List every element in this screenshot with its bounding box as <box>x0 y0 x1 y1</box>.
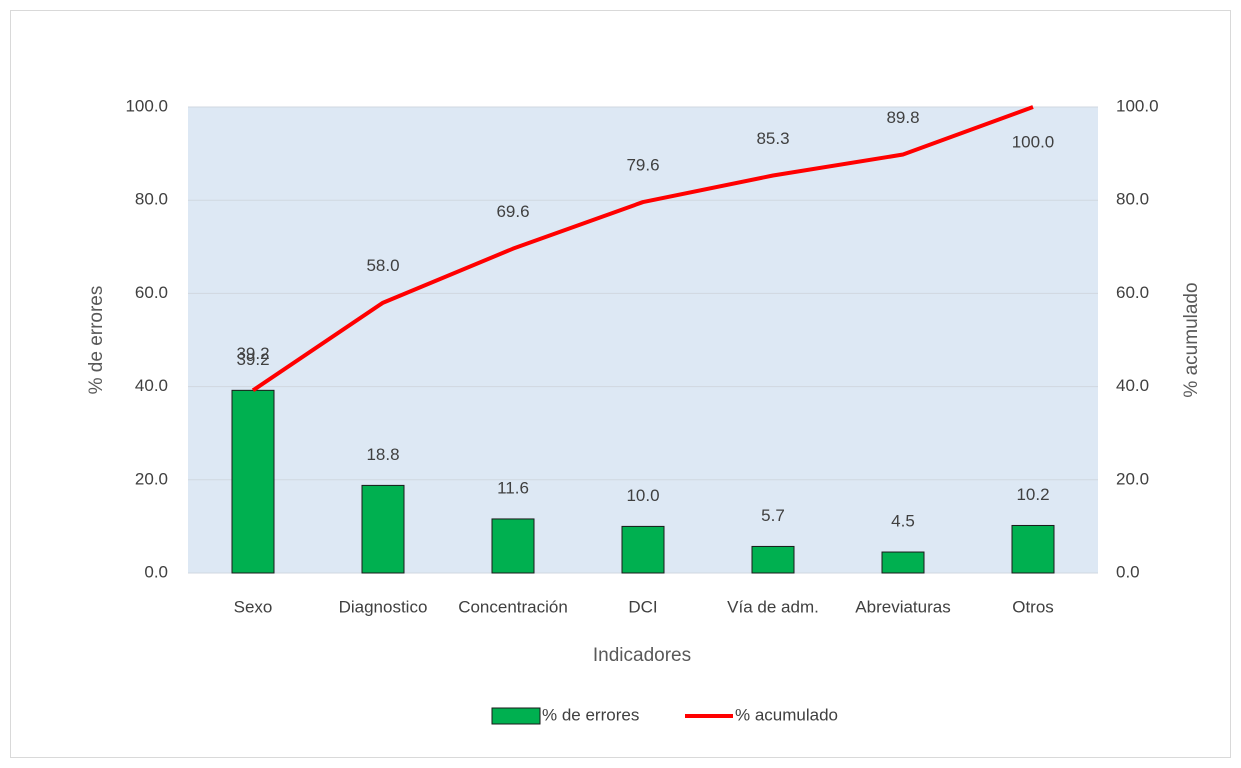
bar <box>751 545 795 574</box>
data-label: 69.6 <box>496 202 529 221</box>
data-label: 79.6 <box>626 156 659 175</box>
y2-tick-label: 60.0 <box>1116 283 1149 302</box>
data-label: 10.2 <box>1016 485 1049 504</box>
y2-axis-title: % acumulado <box>1181 282 1202 397</box>
x-tick-label: Diagnostico <box>339 597 428 616</box>
data-label: 18.8 <box>366 445 399 464</box>
bar <box>491 518 535 574</box>
y-tick-label: 0.0 <box>144 562 168 581</box>
bar <box>1011 524 1055 574</box>
x-tick-label: Otros <box>1012 597 1054 616</box>
bar <box>361 484 405 574</box>
data-label: 89.8 <box>886 108 919 127</box>
bar <box>621 525 665 574</box>
plot-area <box>188 107 1098 573</box>
x-tick-label: Vía de adm. <box>727 597 819 616</box>
data-label: 85.3 <box>756 129 789 148</box>
x-tick-label: Abreviaturas <box>855 597 950 616</box>
legend-label: % de errores <box>542 705 639 724</box>
data-label: 39.2 <box>236 350 269 369</box>
data-label: 100.0 <box>1012 132 1055 151</box>
x-tick-label: Concentración <box>458 597 568 616</box>
y-tick-label: 100.0 <box>125 96 168 115</box>
x-tick-label: DCI <box>628 597 657 616</box>
line <box>251 105 1034 392</box>
y-tick-label: 20.0 <box>135 469 168 488</box>
y-axis-title: % de errores <box>86 286 107 395</box>
data-label: 11.6 <box>497 478 529 497</box>
x-tick-label: Sexo <box>234 597 273 616</box>
y2-tick-label: 100.0 <box>1116 96 1159 115</box>
y2-tick-label: 20.0 <box>1116 469 1149 488</box>
bar <box>881 551 925 574</box>
y2-tick-label: 80.0 <box>1116 190 1149 209</box>
bar <box>231 389 275 574</box>
data-label: 10.0 <box>626 486 659 505</box>
y-tick-label: 40.0 <box>135 376 168 395</box>
x-axis-title: Indicadores <box>593 645 691 666</box>
data-label: 39.2 <box>236 344 269 363</box>
y-tick-label: 60.0 <box>135 283 168 302</box>
data-label: 58.0 <box>366 256 399 275</box>
legend-swatch <box>491 707 541 725</box>
y-tick-label: 80.0 <box>135 190 168 209</box>
y2-tick-label: 40.0 <box>1116 376 1149 395</box>
data-label: 4.5 <box>891 512 915 531</box>
y2-tick-label: 0.0 <box>1116 562 1140 581</box>
data-label: 5.7 <box>761 506 785 525</box>
legend-label: % acumulado <box>735 705 838 724</box>
